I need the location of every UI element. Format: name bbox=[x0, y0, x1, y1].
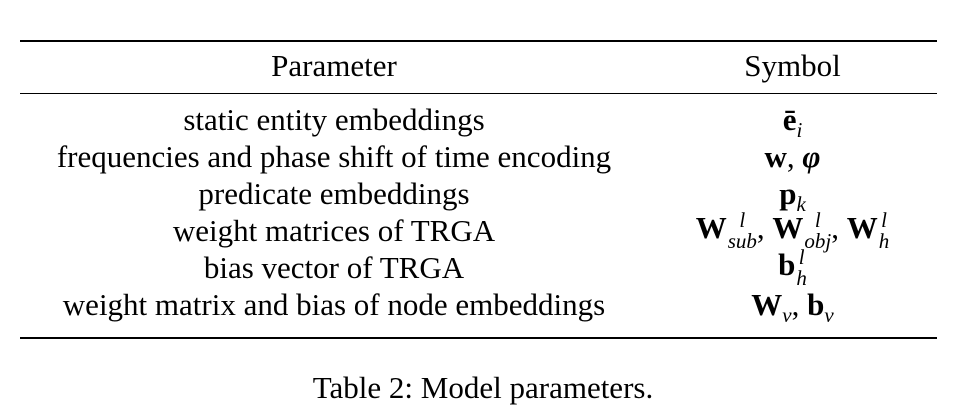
symbol-separator: , bbox=[786, 138, 803, 174]
symbol-separator: , bbox=[831, 209, 847, 245]
header-symbol: Symbol bbox=[744, 48, 841, 83]
symbol-subscript: i bbox=[796, 117, 803, 142]
symbol-separator: , bbox=[791, 286, 808, 322]
symbol-base: W bbox=[695, 209, 727, 245]
table-caption: Table 2: Model parameters. bbox=[312, 370, 654, 405]
symbol-superscript: l bbox=[881, 207, 887, 232]
symbol-subscript: sub bbox=[727, 228, 757, 253]
symbol-subscript: h bbox=[796, 265, 807, 290]
parameter-cell: weight matrices of TRGA bbox=[172, 212, 496, 248]
table-row: static entity embeddings ēi bbox=[20, 101, 937, 142]
symbol-base: p bbox=[779, 175, 797, 211]
parameter-cell: bias vector of TRGA bbox=[203, 249, 465, 285]
header-parameter: Parameter bbox=[271, 48, 397, 83]
symbol-base: b bbox=[778, 246, 796, 282]
parameter-cell: frequencies and phase shift of time enco… bbox=[56, 138, 612, 174]
table-row: predicate embeddings pk bbox=[20, 175, 937, 216]
symbol-subscript: obj bbox=[804, 228, 832, 253]
symbol-subscript: v bbox=[782, 302, 792, 327]
symbol-cell: ēi bbox=[648, 101, 937, 142]
symbol-phi: φ bbox=[802, 138, 821, 174]
parameter-cell: predicate embeddings bbox=[198, 175, 470, 211]
symbol-base: b bbox=[807, 286, 825, 322]
symbol-base: ē bbox=[782, 101, 797, 137]
table-top-rule bbox=[20, 40, 937, 42]
symbol-superscript: l bbox=[798, 244, 805, 269]
table-body: static entity embeddings ēi frequencies … bbox=[20, 101, 937, 327]
symbol-cell: w, φ bbox=[648, 139, 937, 175]
symbol-superscript: l bbox=[814, 207, 821, 232]
symbol-superscript: l bbox=[739, 207, 746, 232]
parameter-cell: static entity embeddings bbox=[183, 101, 485, 137]
symbol-cell: Wv, bv bbox=[648, 286, 937, 327]
table-bottom-rule bbox=[20, 337, 937, 339]
table-row: frequencies and phase shift of time enco… bbox=[20, 138, 937, 175]
parameter-cell: weight matrix and bias of node embedding… bbox=[62, 286, 606, 322]
table-row: weight matrix and bias of node embedding… bbox=[20, 286, 937, 327]
symbol-subscript: k bbox=[796, 191, 806, 216]
symbol-w: w bbox=[764, 138, 787, 174]
symbol-subscript: v bbox=[824, 302, 834, 327]
symbol-base: W bbox=[772, 209, 804, 245]
symbol-cell: pk bbox=[648, 175, 937, 216]
symbol-base: W bbox=[751, 286, 783, 322]
table-header-rule bbox=[20, 93, 937, 94]
symbol-base: W bbox=[846, 209, 878, 245]
symbol-subscript: h bbox=[878, 228, 890, 253]
symbol-separator: , bbox=[756, 209, 773, 245]
